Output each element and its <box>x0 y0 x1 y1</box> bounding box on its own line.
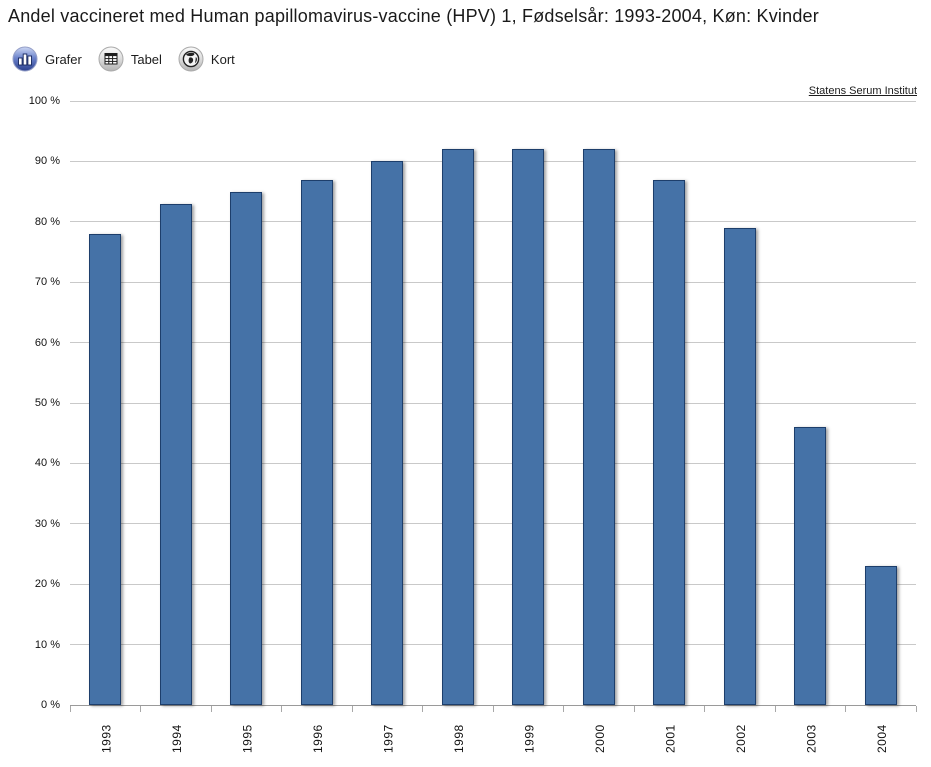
x-axis-label: 1998 <box>451 724 466 753</box>
y-axis-label: 10 % <box>34 638 60 651</box>
page-title: Andel vaccineret med Human papillomaviru… <box>8 6 819 26</box>
gridline <box>70 342 916 344</box>
bar-2003[interactable] <box>794 427 827 705</box>
y-axis-label: 40 % <box>34 457 60 470</box>
view-tabs: Grafer Tabel <box>12 46 235 72</box>
bar-1995[interactable] <box>230 191 263 705</box>
x-axis-tick <box>915 706 917 712</box>
x-axis-label: 2001 <box>663 724 678 753</box>
x-axis-label: 1995 <box>240 724 255 753</box>
bar-2004[interactable] <box>864 566 897 705</box>
gridline <box>70 221 916 223</box>
x-axis-tick <box>140 706 141 712</box>
globe-icon <box>178 46 204 72</box>
table-icon <box>98 46 124 72</box>
bar-2001[interactable] <box>653 179 686 705</box>
credits-link[interactable]: Statens Serum Institut <box>808 85 917 97</box>
x-axis-label: 2003 <box>804 724 819 753</box>
x-axis-tick <box>563 706 564 712</box>
x-axis-tick <box>845 706 846 712</box>
x-axis-label: 1997 <box>381 724 396 753</box>
x-axis-label: 1996 <box>310 724 325 753</box>
x-axis-label: 1999 <box>522 724 537 753</box>
tab-tabel-label: Tabel <box>130 51 162 67</box>
bar-1997[interactable] <box>371 161 404 705</box>
gridline <box>70 704 916 706</box>
gridline <box>70 100 916 102</box>
y-axis-label: 100 % <box>28 95 60 107</box>
x-axis-label: 1993 <box>99 724 114 753</box>
x-axis-tick <box>351 706 353 712</box>
bar-chart-icon <box>12 46 38 72</box>
x-axis-tick <box>704 706 705 712</box>
x-axis-tick <box>69 706 71 712</box>
gridline <box>70 644 916 646</box>
x-axis-label: 1994 <box>169 724 184 753</box>
y-axis-label: 30 % <box>34 517 60 530</box>
bar-2000[interactable] <box>582 149 615 705</box>
x-axis-tick <box>633 706 635 712</box>
y-axis-label: 80 % <box>34 215 60 228</box>
tab-grafer[interactable]: Grafer <box>12 46 82 72</box>
x-axis-tick <box>210 706 212 712</box>
gridline <box>70 281 916 283</box>
bar-1993[interactable] <box>89 233 122 705</box>
x-axis-tick <box>774 706 776 712</box>
y-axis-label: 50 % <box>34 397 60 409</box>
bar-1998[interactable] <box>441 149 474 705</box>
x-axis-label: 2000 <box>592 724 607 753</box>
gridline <box>70 523 916 525</box>
y-axis-label: 70 % <box>34 276 60 289</box>
gridline <box>70 160 916 162</box>
x-axis-label: 2002 <box>733 724 748 753</box>
bar-1994[interactable] <box>159 203 192 705</box>
tab-kort-label: Kort <box>210 51 235 67</box>
tab-kort[interactable]: Kort <box>178 46 235 72</box>
bar-1999[interactable] <box>512 149 545 705</box>
y-axis-label: 90 % <box>34 155 60 168</box>
y-axis-label: 60 % <box>34 336 60 349</box>
x-axis-label: 2004 <box>874 724 889 753</box>
bar-2002[interactable] <box>723 227 756 705</box>
gridline <box>70 462 916 464</box>
tab-tabel[interactable]: Tabel <box>98 46 162 72</box>
x-axis-tick <box>281 706 282 712</box>
gridline <box>70 583 916 585</box>
y-axis-label: 20 % <box>34 578 60 591</box>
x-axis-tick <box>492 706 494 712</box>
gridline <box>70 402 916 404</box>
x-axis-tick <box>422 706 423 712</box>
bar-1996[interactable] <box>300 179 333 705</box>
y-axis-label: 0 % <box>41 699 60 711</box>
tab-grafer-label: Grafer <box>45 51 82 67</box>
